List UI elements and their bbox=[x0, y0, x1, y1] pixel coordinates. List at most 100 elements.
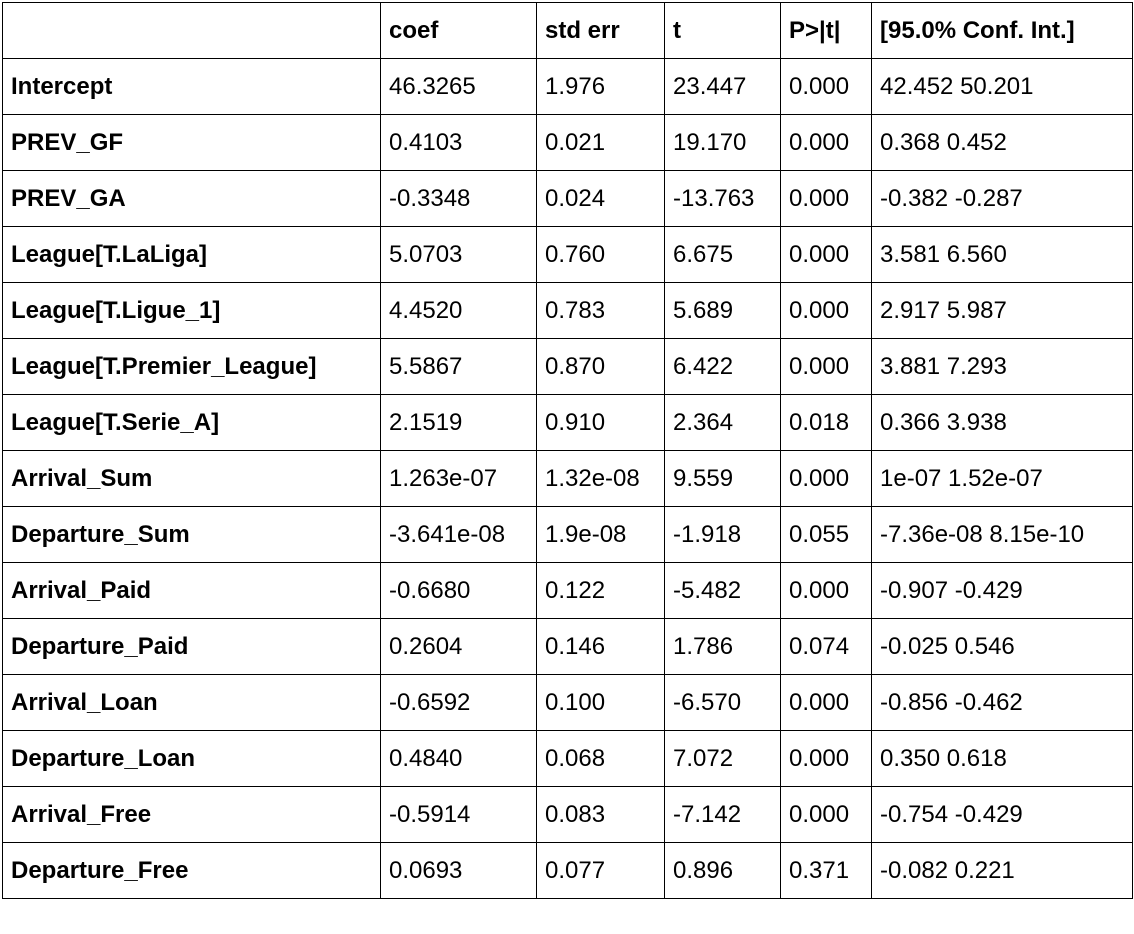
cell-conf-int: 1e-07 1.52e-07 bbox=[871, 450, 1133, 507]
cell-p-value: 0.000 bbox=[780, 674, 872, 731]
header-std-err: std err bbox=[536, 2, 665, 59]
cell-t: 7.072 bbox=[664, 730, 781, 787]
cell-coef: 46.3265 bbox=[380, 58, 537, 115]
table-row: Arrival_Free -0.5914 0.083 -7.142 0.000 … bbox=[2, 786, 1133, 843]
table-header-row: coef std err t P>|t| [95.0% Conf. Int.] bbox=[2, 2, 1133, 59]
cell-p-value: 0.000 bbox=[780, 114, 872, 171]
cell-coef: 2.1519 bbox=[380, 394, 537, 451]
row-variable-name: Intercept bbox=[2, 58, 381, 115]
cell-coef: -3.641e-08 bbox=[380, 506, 537, 563]
cell-coef: 0.0693 bbox=[380, 842, 537, 899]
cell-std-err: 0.024 bbox=[536, 170, 665, 227]
cell-std-err: 0.068 bbox=[536, 730, 665, 787]
row-variable-name: Departure_Paid bbox=[2, 618, 381, 675]
cell-conf-int: 42.452 50.201 bbox=[871, 58, 1133, 115]
cell-coef: 5.0703 bbox=[380, 226, 537, 283]
cell-p-value: 0.000 bbox=[780, 730, 872, 787]
cell-conf-int: 0.366 3.938 bbox=[871, 394, 1133, 451]
cell-t: 9.559 bbox=[664, 450, 781, 507]
table-row: Departure_Paid 0.2604 0.146 1.786 0.074 … bbox=[2, 618, 1133, 675]
table-row: Departure_Free 0.0693 0.077 0.896 0.371 … bbox=[2, 842, 1133, 899]
cell-conf-int: -0.856 -0.462 bbox=[871, 674, 1133, 731]
cell-conf-int: 3.581 6.560 bbox=[871, 226, 1133, 283]
cell-p-value: 0.055 bbox=[780, 506, 872, 563]
cell-t: 5.689 bbox=[664, 282, 781, 339]
cell-std-err: 0.077 bbox=[536, 842, 665, 899]
cell-coef: 0.2604 bbox=[380, 618, 537, 675]
cell-p-value: 0.018 bbox=[780, 394, 872, 451]
header-p-value: P>|t| bbox=[780, 2, 872, 59]
cell-p-value: 0.074 bbox=[780, 618, 872, 675]
row-variable-name: League[T.Serie_A] bbox=[2, 394, 381, 451]
row-variable-name: Arrival_Free bbox=[2, 786, 381, 843]
row-variable-name: Arrival_Loan bbox=[2, 674, 381, 731]
table-row: PREV_GF 0.4103 0.021 19.170 0.000 0.368 … bbox=[2, 114, 1133, 171]
cell-std-err: 0.100 bbox=[536, 674, 665, 731]
cell-std-err: 0.870 bbox=[536, 338, 665, 395]
cell-t: -13.763 bbox=[664, 170, 781, 227]
cell-p-value: 0.000 bbox=[780, 562, 872, 619]
table-row: League[T.LaLiga] 5.0703 0.760 6.675 0.00… bbox=[2, 226, 1133, 283]
header-coef: coef bbox=[380, 2, 537, 59]
cell-conf-int: -0.907 -0.429 bbox=[871, 562, 1133, 619]
cell-coef: 5.5867 bbox=[380, 338, 537, 395]
header-t: t bbox=[664, 2, 781, 59]
cell-coef: 4.4520 bbox=[380, 282, 537, 339]
row-variable-name: Departure_Free bbox=[2, 842, 381, 899]
row-variable-name: League[T.Premier_League] bbox=[2, 338, 381, 395]
row-variable-name: Arrival_Sum bbox=[2, 450, 381, 507]
cell-t: 1.786 bbox=[664, 618, 781, 675]
regression-results-container: coef std err t P>|t| [95.0% Conf. Int.] … bbox=[2, 2, 1133, 899]
cell-coef: 1.263e-07 bbox=[380, 450, 537, 507]
cell-t: -5.482 bbox=[664, 562, 781, 619]
cell-std-err: 1.32e-08 bbox=[536, 450, 665, 507]
cell-p-value: 0.000 bbox=[780, 338, 872, 395]
row-variable-name: Departure_Loan bbox=[2, 730, 381, 787]
cell-std-err: 0.783 bbox=[536, 282, 665, 339]
cell-coef: -0.6680 bbox=[380, 562, 537, 619]
row-variable-name: League[T.LaLiga] bbox=[2, 226, 381, 283]
cell-coef: 0.4103 bbox=[380, 114, 537, 171]
table-row: Arrival_Sum 1.263e-07 1.32e-08 9.559 0.0… bbox=[2, 450, 1133, 507]
cell-t: 6.675 bbox=[664, 226, 781, 283]
cell-std-err: 0.910 bbox=[536, 394, 665, 451]
cell-t: -1.918 bbox=[664, 506, 781, 563]
cell-conf-int: 2.917 5.987 bbox=[871, 282, 1133, 339]
cell-conf-int: -0.082 0.221 bbox=[871, 842, 1133, 899]
cell-coef: -0.6592 bbox=[380, 674, 537, 731]
cell-p-value: 0.000 bbox=[780, 450, 872, 507]
cell-p-value: 0.371 bbox=[780, 842, 872, 899]
cell-t: 23.447 bbox=[664, 58, 781, 115]
regression-results-table: coef std err t P>|t| [95.0% Conf. Int.] … bbox=[2, 2, 1133, 899]
row-variable-name: PREV_GA bbox=[2, 170, 381, 227]
cell-std-err: 1.9e-08 bbox=[536, 506, 665, 563]
cell-conf-int: -0.754 -0.429 bbox=[871, 786, 1133, 843]
cell-std-err: 0.122 bbox=[536, 562, 665, 619]
cell-coef: 0.4840 bbox=[380, 730, 537, 787]
cell-coef: -0.3348 bbox=[380, 170, 537, 227]
cell-t: 19.170 bbox=[664, 114, 781, 171]
table-row: League[T.Serie_A] 2.1519 0.910 2.364 0.0… bbox=[2, 394, 1133, 451]
table-row: Intercept 46.3265 1.976 23.447 0.000 42.… bbox=[2, 58, 1133, 115]
row-variable-name: League[T.Ligue_1] bbox=[2, 282, 381, 339]
cell-conf-int: -7.36e-08 8.15e-10 bbox=[871, 506, 1133, 563]
cell-p-value: 0.000 bbox=[780, 58, 872, 115]
table-row: League[T.Ligue_1] 4.4520 0.783 5.689 0.0… bbox=[2, 282, 1133, 339]
cell-conf-int: 3.881 7.293 bbox=[871, 338, 1133, 395]
cell-conf-int: 0.350 0.618 bbox=[871, 730, 1133, 787]
cell-t: 2.364 bbox=[664, 394, 781, 451]
cell-p-value: 0.000 bbox=[780, 282, 872, 339]
cell-std-err: 0.146 bbox=[536, 618, 665, 675]
cell-p-value: 0.000 bbox=[780, 226, 872, 283]
table-row: Departure_Sum -3.641e-08 1.9e-08 -1.918 … bbox=[2, 506, 1133, 563]
header-variable bbox=[2, 2, 381, 59]
table-row: PREV_GA -0.3348 0.024 -13.763 0.000 -0.3… bbox=[2, 170, 1133, 227]
row-variable-name: PREV_GF bbox=[2, 114, 381, 171]
cell-p-value: 0.000 bbox=[780, 170, 872, 227]
cell-coef: -0.5914 bbox=[380, 786, 537, 843]
row-variable-name: Departure_Sum bbox=[2, 506, 381, 563]
header-conf-int: [95.0% Conf. Int.] bbox=[871, 2, 1133, 59]
cell-t: -7.142 bbox=[664, 786, 781, 843]
cell-conf-int: 0.368 0.452 bbox=[871, 114, 1133, 171]
cell-t: 0.896 bbox=[664, 842, 781, 899]
